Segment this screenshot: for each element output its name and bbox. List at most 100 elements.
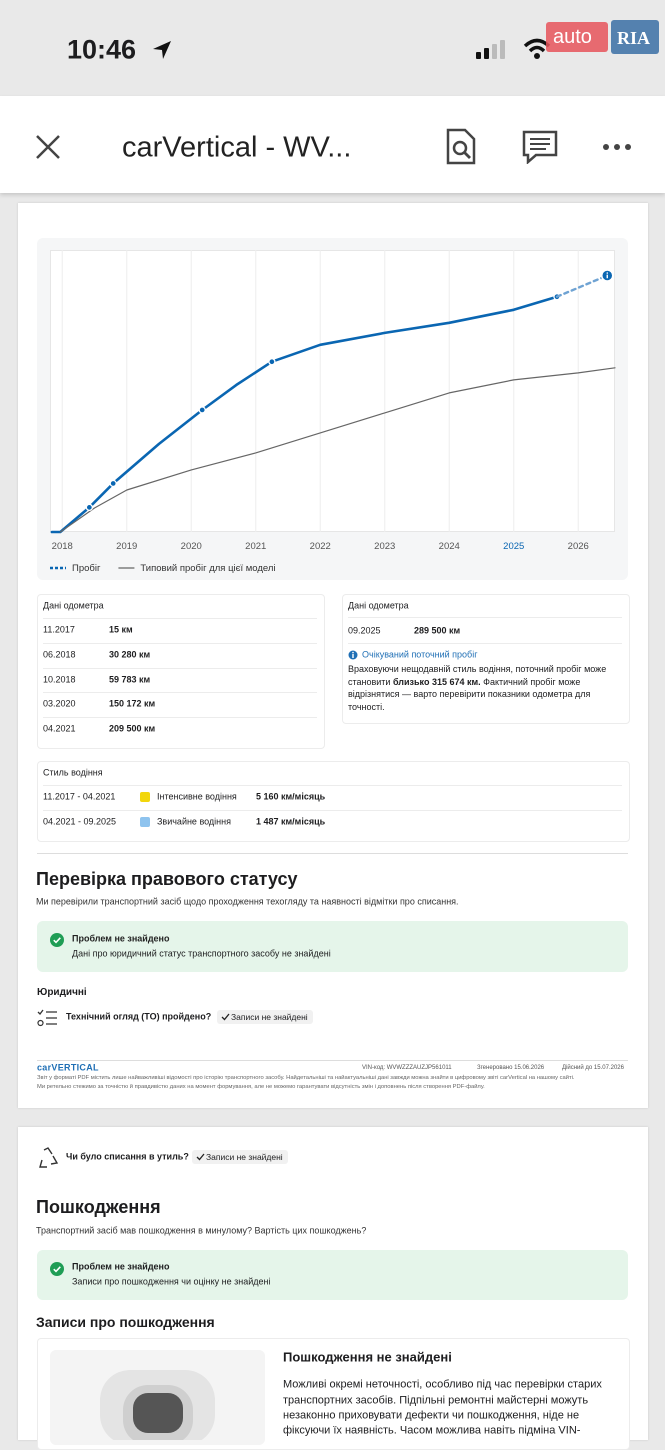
status-text: Записи про пошкодження чи оцінку не знай… [72,1276,271,1287]
check-icon [50,1262,64,1276]
card-line: Можливі окремі неточності, особливо під … [283,1378,602,1391]
x-tick-label: 2026 [568,541,589,552]
status-box [37,921,628,972]
status-box [37,1250,628,1300]
badge-check [196,1153,205,1161]
series-line [50,295,559,534]
expected-title: Очікуваний поточний пробіг [362,649,478,660]
subsection-title: Записи про пошкодження [36,1314,215,1330]
odometer-date: 06.2018 [43,649,76,660]
text: Враховуючи нещодавній стиль водіння, пот… [348,664,607,687]
toolbar-title: carVertical - WV... [122,131,352,164]
badge: Записи не знайдені [217,1010,313,1024]
footer-note: Звіт у форматі PDF містить лише найважли… [37,1075,575,1082]
card-title: Пошкодження не знайдені [283,1349,452,1365]
card-line: фіксуючи їх наявність. Часом можлива нав… [283,1424,581,1437]
x-tick-label: 2025 [503,541,524,552]
section-subtitle: Транспортний засіб мав пошкодження в мин… [36,1225,367,1236]
check-icon [50,933,64,947]
card-line: транспортних засобів. Підпільні ремонтні… [283,1394,589,1407]
car-diagram [100,1370,215,1440]
check-question: Чи було списання в утиль? [66,1151,189,1162]
footer-note: Ми ретельно стежимо за точністю й правди… [37,1084,485,1091]
odometer-km: 15 км [109,624,133,635]
style-label: Звичайне водіння [157,816,231,827]
signal-icon [476,40,505,59]
watermark-text: RIA [617,28,651,48]
section-title: Перевірка правового статусу [36,869,298,889]
watermark-bg [611,20,659,54]
odometer-date: 09.2025 [348,625,381,636]
badge-text: Записи не знайдені [231,1012,308,1022]
style-value: 1 487 км/місяць [256,816,326,827]
style-label: Інтенсивне водіння [157,791,237,802]
driving-style-title: Стиль водіння [43,767,103,778]
odometer-km: 209 500 км [109,723,156,734]
text-bold: близько 315 674 км. [392,676,481,687]
divider [43,618,317,619]
odometer-box [37,594,325,749]
odometer-km: 289 500 км [414,625,461,636]
legend-label: Пробіг [72,563,101,574]
footer-vin: VIN-код: WVWZZZAUZJP561011 [362,1065,452,1071]
style-period: 11.2017 - 04.2021 [43,791,116,802]
search-document-button[interactable] [445,128,477,166]
x-tick-label: 2022 [310,541,331,552]
x-tick-label: 2020 [181,541,202,552]
checklist-icon [37,1009,57,1027]
odometer-date: 04.2021 [43,723,76,734]
odometer-date: 10.2018 [43,674,76,685]
divider [43,667,317,669]
check-question: Технічний огляд (ТО) пройдено? [66,1011,212,1022]
odometer-title: Дані одометра [43,600,104,611]
series-line [59,367,616,533]
footer-logo: carVERTICAL [37,1062,99,1073]
badge-check [221,1013,230,1021]
odometer-title: Дані одометра [348,600,409,611]
divider [43,717,317,719]
odometer-date: 11.2017 [43,624,75,635]
divider [43,642,317,644]
style-period: 04.2021 - 09.2025 [43,816,117,827]
x-tick-label: 2019 [116,541,137,552]
status-text: Дані про юридичний статус транспортного … [72,948,331,959]
status-title: Проблем не знайдено [72,933,170,944]
section-title: Пошкодження [36,1197,161,1217]
legend-label: Типовий пробіг для цієї моделі [140,563,275,574]
odometer-km: 59 783 км [109,674,151,685]
info-glyph [606,274,608,279]
x-tick-label: 2024 [439,541,460,552]
driving-style-box [37,761,630,842]
x-tick-label: 2018 [52,541,73,552]
divider [43,785,622,786]
chart: 2018 2019 2020 2021 2022 2023 2024 2025 2026 Проб… [50,250,616,574]
divider [37,853,628,854]
divider [43,810,622,811]
data-point [198,406,206,414]
odometer-km: 150 172 км [109,698,156,709]
x-tick-label: 2021 [245,541,266,552]
footer-valid: Дійсний до 15.07.2026 [562,1065,624,1071]
more-button[interactable] [601,140,633,154]
status-title: Проблем не знайдено [72,1261,170,1272]
expected-text: Враховуючи нещодавній стиль водіння, пот… [348,663,610,713]
info-glyph [606,272,609,274]
divider [37,1060,628,1061]
divider [43,692,317,694]
odometer-km: 30 280 км [109,649,151,660]
watermark-bg [546,22,608,52]
text: Фактичний пробіг може відрізнятися — вар… [348,676,591,712]
style-swatch [140,792,150,802]
comment-button[interactable] [522,130,558,164]
odometer-current-box [342,594,630,724]
close-button[interactable] [34,133,62,161]
divider [348,617,622,618]
info-icon [348,650,358,660]
subsection-title: Юридичні [37,987,87,998]
data-point [109,479,117,488]
x-tick-label: 2023 [374,541,395,552]
toolbar [0,96,665,193]
badge: Записи не знайдені [192,1150,288,1164]
section-subtitle: Ми перевірили транспортний засіб щодо пр… [36,896,459,907]
